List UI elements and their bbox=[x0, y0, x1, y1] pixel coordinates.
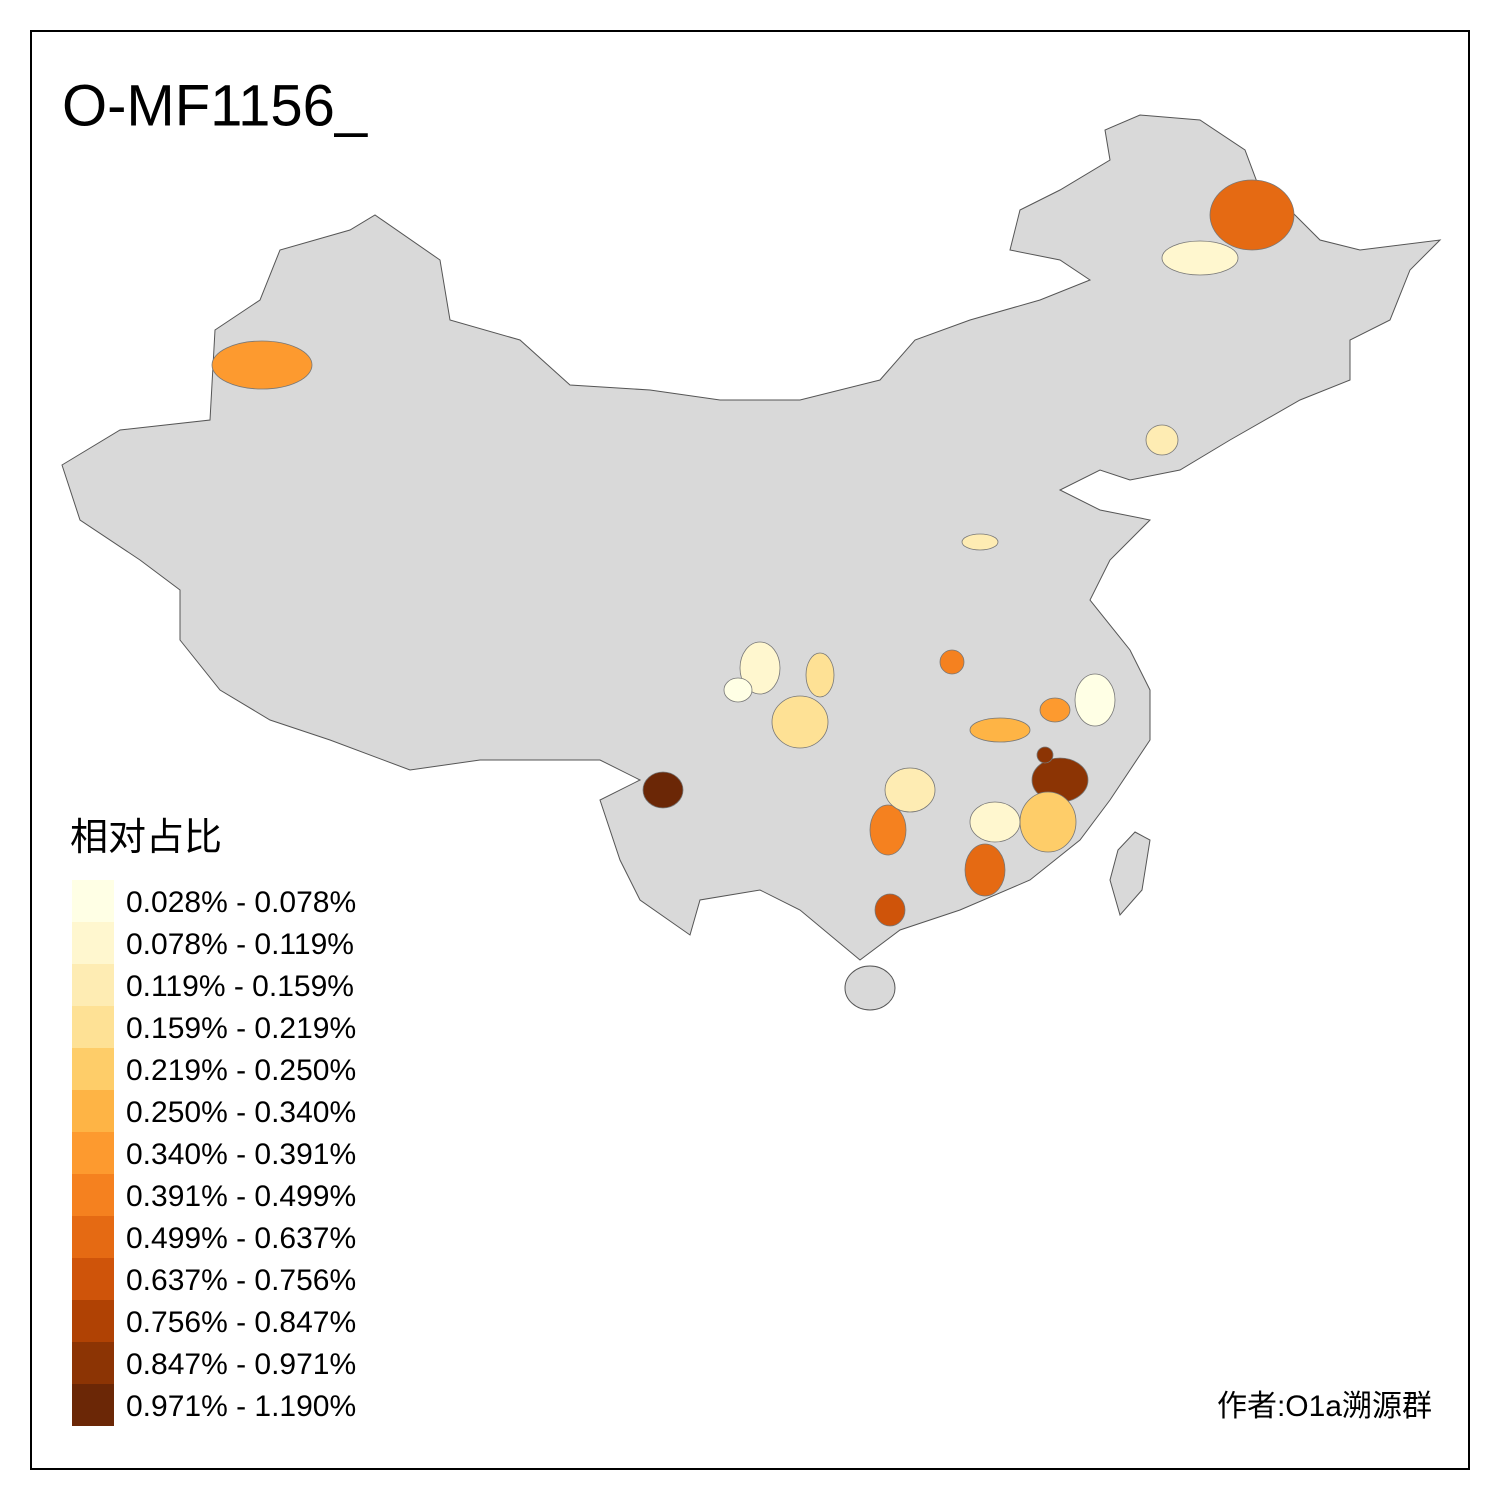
legend-swatch bbox=[72, 1342, 114, 1384]
region bbox=[1039, 697, 1071, 723]
legend-label: 0.847% - 0.971% bbox=[126, 1348, 356, 1381]
legend-label: 0.637% - 0.756% bbox=[126, 1264, 356, 1297]
region bbox=[739, 641, 781, 695]
legend-label: 0.119% - 0.159% bbox=[126, 970, 354, 1003]
region bbox=[964, 843, 1006, 897]
legend-swatch bbox=[72, 1216, 114, 1258]
legend-swatch bbox=[72, 1048, 114, 1090]
legend-swatch bbox=[72, 1132, 114, 1174]
region bbox=[1074, 673, 1116, 727]
legend-label: 0.250% - 0.340% bbox=[126, 1096, 356, 1129]
region bbox=[939, 649, 965, 675]
legend-swatch bbox=[72, 1174, 114, 1216]
region bbox=[884, 767, 936, 813]
mainland bbox=[61, 114, 1442, 961]
legend: 0.028% - 0.078% 0.078% - 0.119% 0.119% - 0… bbox=[72, 880, 356, 1426]
legend-label: 0.756% - 0.847% bbox=[126, 1306, 356, 1339]
map-title: O-MF1156_ bbox=[62, 73, 368, 138]
legend-swatch bbox=[72, 964, 114, 1006]
region bbox=[1019, 791, 1077, 853]
region bbox=[969, 717, 1031, 743]
legend-title: 相对占比 bbox=[70, 817, 222, 859]
legend-swatch bbox=[72, 1384, 114, 1426]
legend-label: 0.340% - 0.391% bbox=[126, 1138, 356, 1171]
region bbox=[1161, 240, 1239, 276]
region bbox=[961, 533, 999, 551]
region bbox=[723, 677, 753, 703]
legend-swatch bbox=[72, 1300, 114, 1342]
region bbox=[805, 652, 835, 698]
legend-label: 0.159% - 0.219% bbox=[126, 1012, 356, 1045]
region bbox=[211, 340, 313, 390]
legend-label: 0.499% - 0.637% bbox=[126, 1222, 356, 1255]
land-layer bbox=[61, 114, 1442, 1011]
legend-label: 0.971% - 1.190% bbox=[126, 1390, 356, 1423]
credit: 作者:O1a溯源群 bbox=[1217, 1390, 1432, 1423]
legend-swatch bbox=[72, 922, 114, 964]
legend-label: 0.028% - 0.078% bbox=[126, 886, 356, 919]
legend-label: 0.391% - 0.499% bbox=[126, 1180, 356, 1213]
region bbox=[874, 893, 906, 927]
frame bbox=[30, 30, 1470, 1470]
region bbox=[1209, 179, 1295, 251]
taiwan bbox=[1109, 831, 1151, 917]
region-layer bbox=[211, 179, 1295, 927]
legend-label: 0.078% - 0.119% bbox=[126, 928, 354, 961]
region bbox=[1145, 424, 1179, 456]
legend-swatch bbox=[72, 1006, 114, 1048]
hainan bbox=[844, 965, 896, 1011]
region bbox=[1036, 746, 1054, 764]
region bbox=[771, 695, 829, 749]
legend-swatch bbox=[72, 1090, 114, 1132]
legend-swatch bbox=[72, 880, 114, 922]
region bbox=[969, 801, 1021, 843]
legend-swatch bbox=[72, 1258, 114, 1300]
region bbox=[869, 804, 907, 856]
region bbox=[642, 771, 684, 809]
legend-label: 0.219% - 0.250% bbox=[126, 1054, 356, 1087]
